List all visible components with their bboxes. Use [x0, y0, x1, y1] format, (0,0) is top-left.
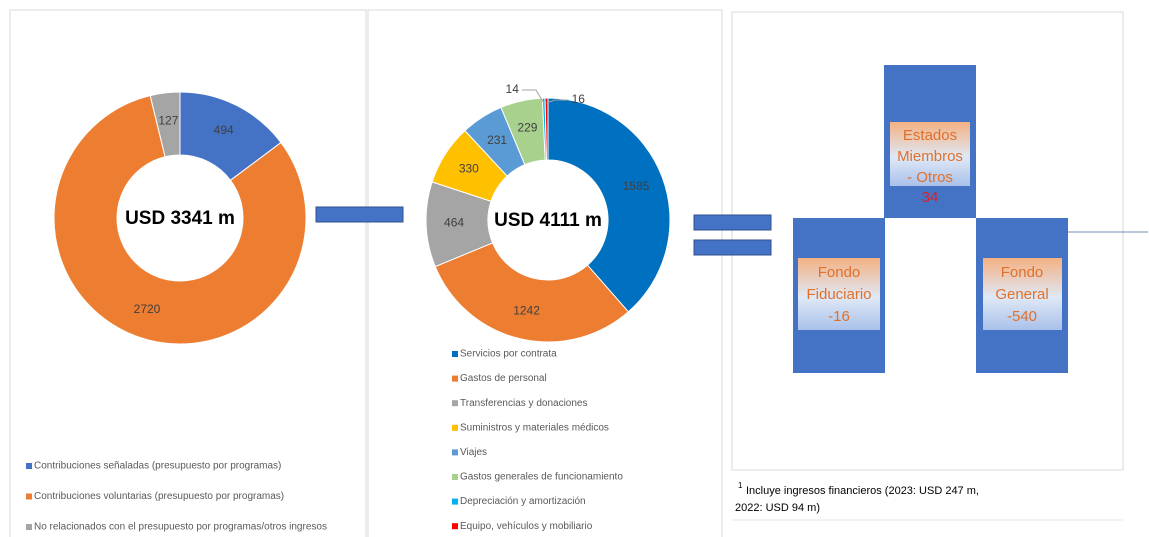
slice: [434, 242, 630, 343]
minus-sign: [315, 206, 404, 223]
slice: [547, 97, 671, 313]
box-label: General: [995, 286, 1048, 303]
footnote: Incluye ingresos financieros (2023: USD …: [746, 485, 979, 497]
legend-swatch: [26, 493, 32, 500]
legend-entry: Transferencias y donaciones: [460, 398, 587, 409]
footnote-marker: 1: [738, 481, 743, 490]
legend-swatch: [26, 524, 32, 530]
value-label: 494: [214, 123, 234, 137]
legend-swatch: [452, 498, 458, 505]
box-label: Fiduciario: [806, 286, 871, 303]
legend-entry: Contribuciones señaladas (presupuesto po…: [34, 461, 281, 472]
slice: [149, 91, 181, 158]
box-label-bg: [890, 122, 970, 186]
leader-line: [521, 89, 545, 104]
box-label-bg: [983, 258, 1062, 330]
box-value: -540: [1007, 308, 1037, 325]
legend-swatch: [452, 523, 458, 530]
legend-swatch: [452, 449, 458, 456]
legend-entry: Gastos de personal: [460, 373, 547, 384]
footnote: 2022: USD 94 m): [735, 502, 820, 514]
box-label: Fondo: [818, 264, 861, 281]
value-label: 1242: [513, 304, 540, 318]
legend-swatch: [452, 351, 458, 357]
legend-entry: No relacionados con el presupuesto por p…: [34, 522, 327, 533]
legend-entry: Gastos generales de funcionamiento: [460, 472, 623, 483]
legend-swatch: [452, 424, 458, 431]
legend-entry: Servicios por contrata: [460, 349, 557, 360]
legend-entry: Depreciación y amortización: [460, 496, 586, 507]
legend-entry: Suministros y materiales médicos: [460, 422, 609, 433]
equals-sign: [693, 214, 772, 231]
legend-swatch: [452, 375, 458, 382]
box-label: Estados: [903, 127, 957, 144]
legend-swatch: [452, 474, 458, 480]
center-label: USD 3341 m: [125, 208, 235, 229]
slice: [53, 94, 307, 345]
center-label: USD 4111 m: [494, 210, 602, 231]
box-label: Miembros: [897, 148, 963, 165]
box-value: -16: [828, 308, 850, 325]
panel: [367, 9, 723, 537]
value-label: 231: [487, 133, 507, 147]
legend-entry: Contribuciones voluntarias (presupuesto …: [34, 491, 284, 502]
box-label: - Otros: [907, 169, 953, 186]
slice: [544, 97, 549, 161]
box-value: 34: [922, 189, 939, 206]
panel: [9, 9, 367, 537]
legend-swatch: [452, 400, 458, 407]
value-label: 229: [517, 120, 537, 134]
value-label: 127: [158, 113, 178, 127]
legend-entry: Equipo, vehículos y mobiliario: [460, 521, 593, 532]
box-label: Fondo: [1001, 264, 1044, 281]
box-label-bg: [798, 258, 880, 330]
equals-sign: [693, 239, 772, 256]
value-label: 1585: [623, 179, 650, 193]
leader-line: [546, 99, 569, 104]
value-label: 16: [572, 92, 586, 106]
legend-entry: Viajes: [460, 447, 487, 458]
value-label: 330: [459, 161, 479, 175]
value-label: 464: [444, 216, 464, 230]
legend-swatch: [26, 463, 32, 469]
value-label: 2720: [134, 302, 161, 316]
value-label: 14: [506, 82, 520, 96]
